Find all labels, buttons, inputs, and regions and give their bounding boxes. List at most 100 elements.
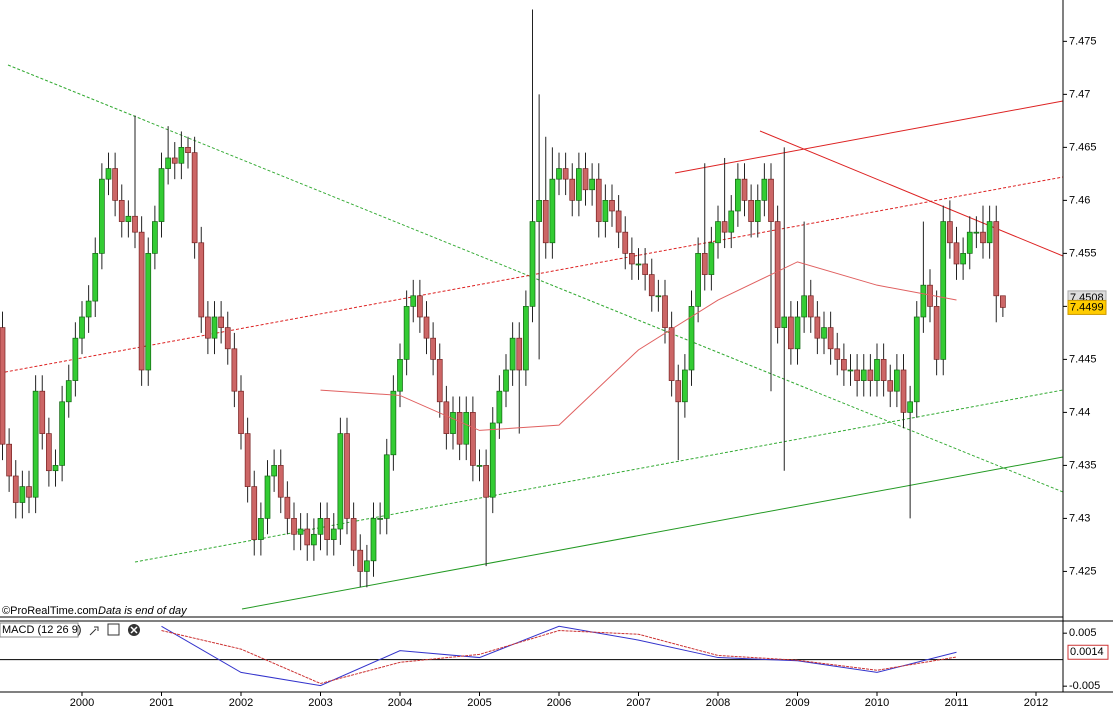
candle-body	[867, 369, 874, 381]
candle-body	[178, 147, 185, 164]
trendline	[134, 389, 1064, 563]
candle-body	[542, 200, 549, 244]
candle-body	[72, 337, 79, 381]
candle-body	[145, 253, 152, 371]
trendline	[759, 130, 1064, 257]
candle-body	[953, 242, 960, 265]
candle-body	[337, 433, 344, 530]
candle-body	[662, 295, 668, 328]
candle-body	[788, 316, 794, 350]
y-tick-label: 7.47	[1069, 88, 1090, 100]
candle-body	[1000, 295, 1006, 308]
close-icon-x	[130, 626, 138, 634]
candle-body	[198, 242, 205, 318]
price-tag	[1067, 299, 1107, 315]
candle-body	[258, 518, 264, 540]
candle-body	[443, 401, 450, 434]
candle-body	[688, 306, 695, 371]
candle-body	[523, 306, 529, 371]
candle-body	[761, 178, 768, 201]
candle-body	[940, 221, 947, 360]
candle-body	[470, 412, 476, 466]
candle-body	[397, 359, 403, 392]
candle-body	[390, 390, 397, 456]
candle-body	[304, 528, 311, 546]
candle-body	[675, 380, 682, 403]
candle-body	[602, 200, 609, 222]
candle-body	[933, 306, 940, 360]
macd-y-tick-label: 0.005	[1069, 627, 1097, 639]
candle-body	[509, 337, 516, 371]
macd-line	[161, 625, 957, 687]
y-tick-label: 7.435	[1069, 459, 1097, 471]
candle-body	[854, 369, 860, 381]
candle-body	[781, 316, 788, 328]
candle-body	[768, 178, 774, 222]
candle-body	[801, 295, 807, 318]
candle-body	[251, 486, 258, 540]
candle-body	[827, 327, 834, 350]
candle-body	[357, 549, 364, 572]
candle-body	[383, 454, 390, 519]
candle-body	[264, 475, 271, 519]
x-tick-label: 2012	[1024, 697, 1048, 709]
candle-body	[26, 486, 32, 498]
candle-body	[456, 412, 463, 445]
candle-body	[986, 221, 993, 244]
y-tick-label: 7.425	[1069, 565, 1097, 577]
candle-body	[880, 359, 887, 381]
candle-body	[417, 295, 423, 318]
candle-body	[6, 443, 12, 477]
note: Data is end of day	[98, 605, 188, 617]
candle-body	[794, 316, 801, 350]
candle-body	[576, 168, 582, 201]
candle-body	[52, 465, 59, 472]
candle-body	[695, 253, 701, 307]
x-tick-label: 2002	[229, 697, 253, 709]
candle-body	[582, 168, 589, 191]
watermark: ©ProRealTime.com	[2, 605, 98, 617]
candle-body	[211, 316, 218, 339]
settings-icon[interactable]	[89, 626, 99, 636]
x-tick-label: 2006	[547, 697, 571, 709]
candle-body	[105, 168, 112, 180]
candle-body	[171, 157, 178, 164]
candle-body	[615, 210, 622, 233]
candle-body	[423, 316, 430, 339]
y-tick-label: 7.445	[1069, 353, 1097, 365]
candle-body	[364, 560, 370, 572]
window-icon[interactable]	[107, 623, 120, 636]
candle-body	[112, 168, 118, 201]
candle-body	[503, 369, 509, 392]
candle-body	[701, 253, 708, 275]
candle-body	[887, 380, 894, 392]
candle-body	[324, 518, 330, 540]
y-tick-label: 7.46	[1069, 194, 1090, 206]
candle-body	[913, 316, 920, 403]
candle-body	[655, 295, 662, 298]
candle-body	[682, 369, 688, 403]
candle-body	[271, 465, 277, 477]
candle-body	[556, 168, 562, 180]
candle-body	[609, 200, 615, 212]
candle-body	[993, 221, 1000, 297]
candle-body	[311, 533, 317, 546]
x-tick-label: 2011	[945, 697, 969, 709]
x-tick-label: 2007	[626, 697, 650, 709]
macd-header	[0, 622, 79, 638]
candle-body	[860, 369, 867, 381]
y-tick-label: 7.43	[1069, 512, 1090, 524]
candle-body	[165, 157, 171, 169]
candle-body	[284, 496, 291, 519]
candle-body	[92, 253, 99, 302]
x-tick-label: 2001	[149, 697, 173, 709]
candle-body	[430, 337, 436, 360]
candle-body	[12, 475, 19, 503]
candle-body	[99, 178, 105, 254]
candle-body	[847, 369, 854, 372]
candle-body	[65, 380, 72, 403]
candle-body	[138, 231, 145, 371]
macd-icons[interactable]	[89, 623, 140, 636]
candle-body	[966, 231, 973, 254]
